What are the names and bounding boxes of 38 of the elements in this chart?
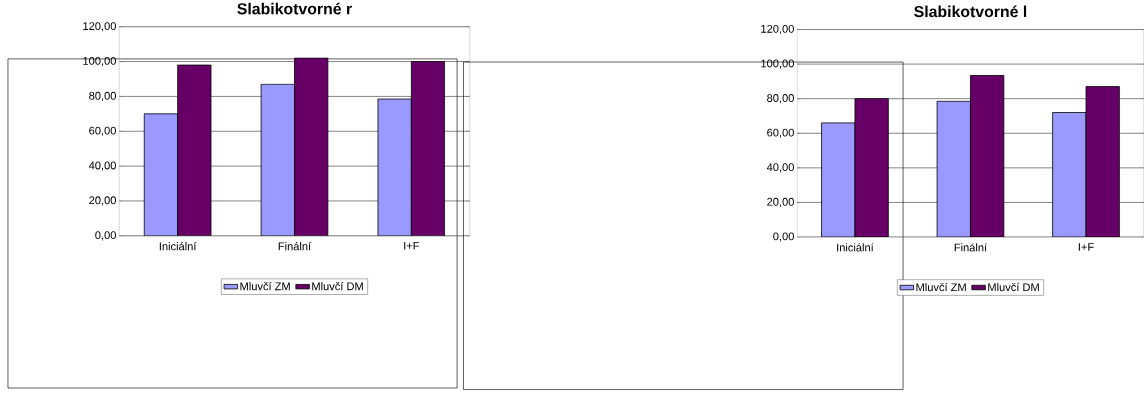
y-tick-label: 100,00 [83, 56, 116, 66]
bar [936, 100, 971, 237]
bar [970, 74, 1005, 237]
y-tick-label: 40,00 [766, 163, 794, 173]
bar [377, 98, 412, 236]
y-tick-label: 120,00 [83, 21, 116, 32]
x-tick-label: Iniciální [837, 243, 874, 252]
y-tick-label: 80,00 [767, 93, 794, 104]
legend-label: Mluvčí ZM [916, 282, 966, 291]
y-tick-label: 80,00 [89, 91, 116, 101]
bar [294, 57, 329, 236]
bar [177, 64, 212, 236]
legend-label: Mluvčí DM [988, 282, 1039, 291]
x-tick-label: I+F [1078, 243, 1094, 251]
y-tick-label: 0,00 [95, 231, 116, 241]
bar [143, 113, 179, 236]
bar [260, 83, 295, 236]
x-tick-label: Iniciální [159, 241, 197, 251]
bar [821, 122, 856, 237]
y-tick-label: 120,00 [761, 24, 794, 34]
y-tick-label: 60,00 [767, 128, 794, 138]
y-tick-label: 20,00 [767, 197, 794, 207]
y-tick-label: 0,00 [773, 232, 794, 242]
y-tick-label: 100,00 [761, 59, 794, 69]
chart-title: Slabikotvorné r [237, 2, 352, 15]
bar [410, 61, 446, 236]
bar [1052, 111, 1087, 237]
x-tick-label: Finální [278, 241, 312, 251]
legend-label: Mluvčí DM [312, 281, 363, 291]
y-tick-label: 60,00 [89, 126, 116, 136]
bar [854, 98, 889, 237]
y-tick-label: 40,00 [88, 161, 116, 171]
y-tick-label: 20,00 [89, 196, 116, 206]
x-tick-label: Finální [954, 243, 988, 252]
x-tick-label: I+F [404, 241, 420, 250]
bar [1085, 86, 1120, 237]
chart-title: Slabikotvorné l [914, 5, 1027, 18]
legend-label: Mluvčí ZM [240, 281, 290, 291]
